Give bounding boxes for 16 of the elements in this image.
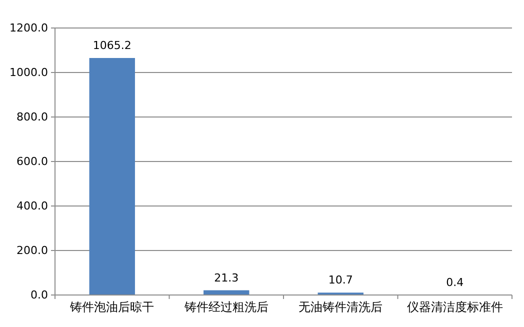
y-tick-label: 200.0 — [16, 244, 48, 258]
data-label: 21.3 — [214, 271, 239, 284]
y-tick-label: 1200.0 — [10, 22, 48, 35]
x-tick-label: 铸件经过粗洗后 — [183, 300, 268, 314]
data-label: 10.7 — [328, 274, 353, 287]
y-tick-label: 0.0 — [30, 288, 48, 302]
y-tick-label: 1000.0 — [10, 66, 48, 80]
y-tick-label: 800.0 — [16, 110, 48, 124]
bar — [89, 58, 135, 295]
x-tick-label: 仪器清洁度标准件 — [406, 300, 503, 314]
x-tick-label: 铸件泡油后晾干 — [69, 300, 154, 314]
data-label: 1065.2 — [92, 38, 132, 52]
x-tick-label: 无油铸件清洗后 — [298, 300, 383, 314]
data-label: 0.4 — [446, 276, 464, 289]
y-tick-label: 600.0 — [16, 155, 48, 168]
y-tick-label: 400.0 — [16, 200, 48, 213]
